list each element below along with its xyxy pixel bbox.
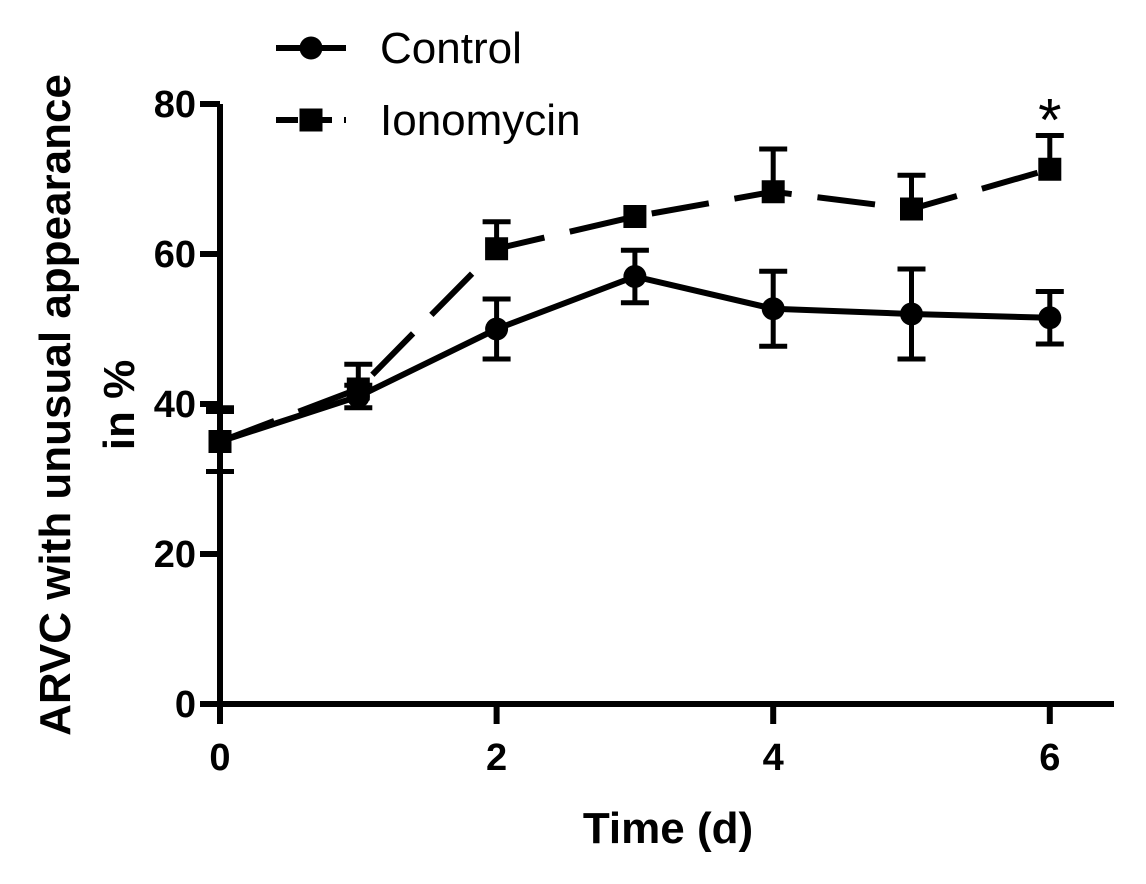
y-tick-label: 60 [154, 234, 196, 276]
significance-marker: * [1038, 86, 1061, 153]
legend-marker-ionomycin [299, 108, 323, 132]
legend-label-ionomycin: Ionomycin [380, 96, 581, 145]
legend-marker-control [299, 36, 323, 60]
data-point-control [485, 317, 509, 341]
y-tick-label: 20 [154, 534, 196, 576]
legend: Control Ionomycin [276, 24, 581, 145]
data-point-ionomycin [1038, 157, 1062, 181]
plot-area: 0 20 40 60 80 0 2 4 6 * [154, 84, 1114, 779]
data-point-ionomycin [485, 237, 509, 261]
y-axis-title: ARVC with unusual appearance in % [31, 74, 144, 736]
data-point-ionomycin [623, 205, 647, 228]
x-axis-title: Time (d) [583, 804, 753, 853]
y-axis-title-line2: in % [95, 360, 144, 450]
data-point-control [1038, 306, 1062, 330]
data-point-ionomycin [346, 377, 370, 401]
x-tick-label: 2 [486, 737, 507, 779]
y-tick-label: 40 [154, 384, 196, 426]
data-point-ionomycin [761, 180, 785, 204]
data-point-control [761, 297, 785, 321]
data-point-ionomycin [208, 430, 232, 453]
x-tick-label: 0 [209, 737, 230, 779]
x-tick-label: 4 [763, 737, 784, 779]
data-point-control [900, 302, 923, 326]
legend-label-control: Control [380, 24, 522, 73]
y-tick-label: 80 [154, 84, 196, 126]
y-tick-label: 0 [175, 684, 196, 726]
data-point-ionomycin [900, 197, 923, 221]
data-point-control [623, 265, 647, 288]
x-tick-label: 6 [1039, 737, 1060, 779]
y-axis-title-line1: ARVC with unusual appearance [31, 74, 80, 736]
